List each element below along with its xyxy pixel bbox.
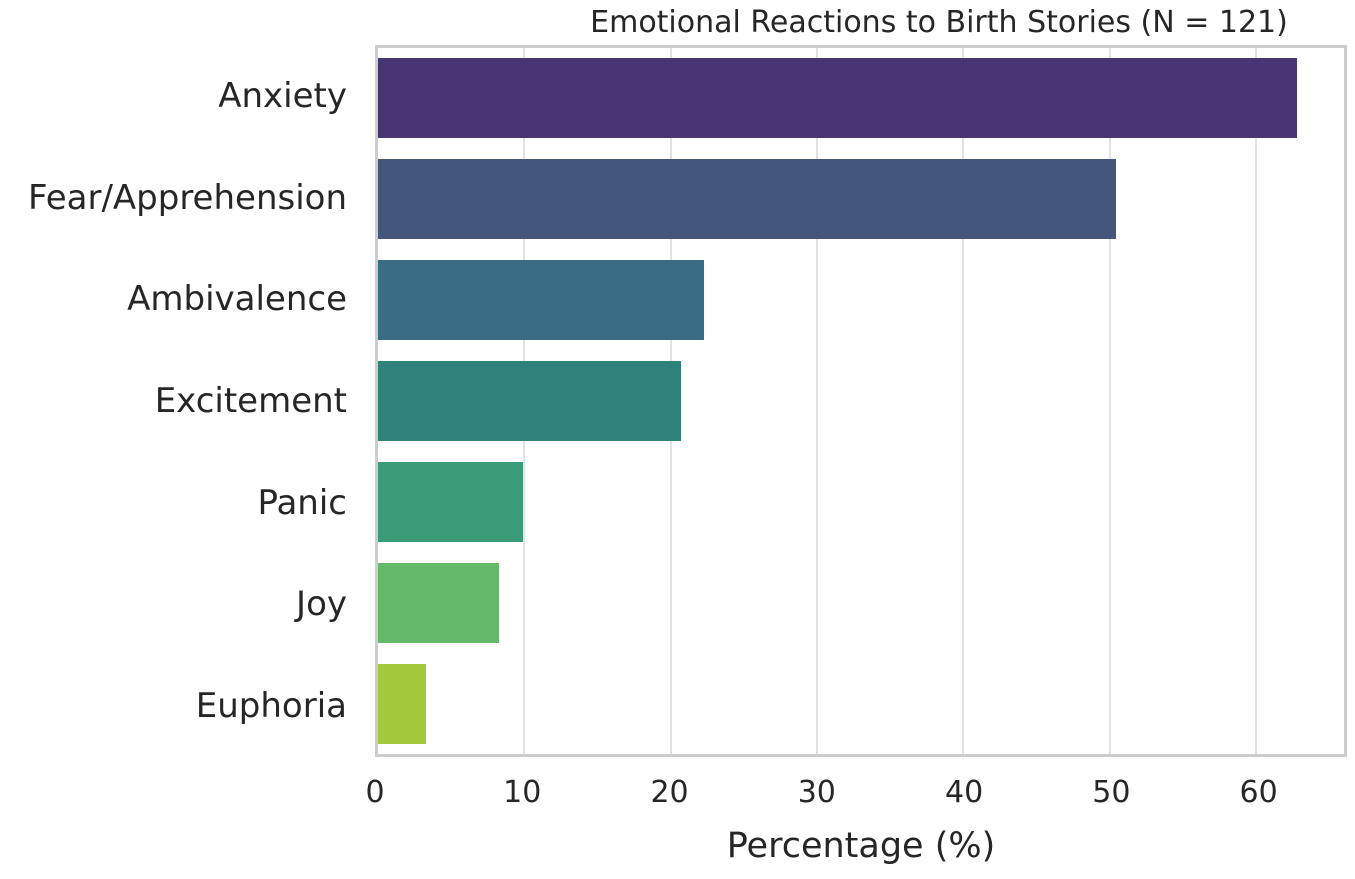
x-tick-label-10: 10	[503, 775, 542, 810]
y-label-panic: Panic	[257, 482, 348, 523]
bars-layer	[378, 48, 1344, 754]
y-label-euphoria: Euphoria	[195, 686, 347, 727]
x-tick-label-50: 50	[1092, 775, 1131, 810]
bar-row	[378, 653, 1344, 754]
bar-row	[378, 451, 1344, 552]
chart-title: Emotional Reactions to Birth Stories (N …	[590, 5, 1288, 40]
y-label-ambivalence: Ambivalence	[127, 279, 347, 320]
gridline-x-40	[962, 48, 965, 754]
bar-panic	[378, 461, 523, 542]
y-label-fear-apprehension: Fear/Apprehension	[28, 177, 347, 218]
bar-anxiety	[378, 58, 1298, 139]
x-tick-label-0: 0	[365, 775, 385, 810]
y-label-excitement: Excitement	[154, 381, 347, 422]
x-tick-label-40: 40	[944, 775, 984, 810]
y-axis-labels: Anxiety Fear/Apprehension Ambivalence Excit…	[0, 45, 361, 757]
bar-row	[378, 552, 1344, 653]
plot-area	[375, 45, 1347, 757]
x-axis-title: Percentage (%)	[726, 826, 996, 866]
y-label-joy: Joy	[296, 584, 347, 625]
gridline-x-50	[1108, 48, 1111, 754]
bar-row	[378, 149, 1344, 250]
bar-fear-apprehension	[378, 159, 1116, 240]
x-tick-label-20: 20	[650, 775, 689, 810]
bar-ambivalence	[378, 260, 705, 341]
bar-row	[378, 250, 1344, 351]
x-tick-label-30: 30	[797, 775, 836, 810]
y-label-anxiety: Anxiety	[218, 75, 347, 116]
bar-joy	[378, 562, 500, 643]
bar-excitement	[378, 361, 681, 441]
x-tick-label-60: 60	[1239, 775, 1278, 810]
gridline-x-60	[1255, 48, 1258, 754]
gridline-x-30	[816, 48, 819, 754]
bar-row	[378, 351, 1344, 452]
bar-euphoria	[378, 663, 427, 744]
x-axis-ticks: 0 10 20 30 40 50 60	[365, 772, 1347, 814]
bar-row	[378, 48, 1344, 149]
